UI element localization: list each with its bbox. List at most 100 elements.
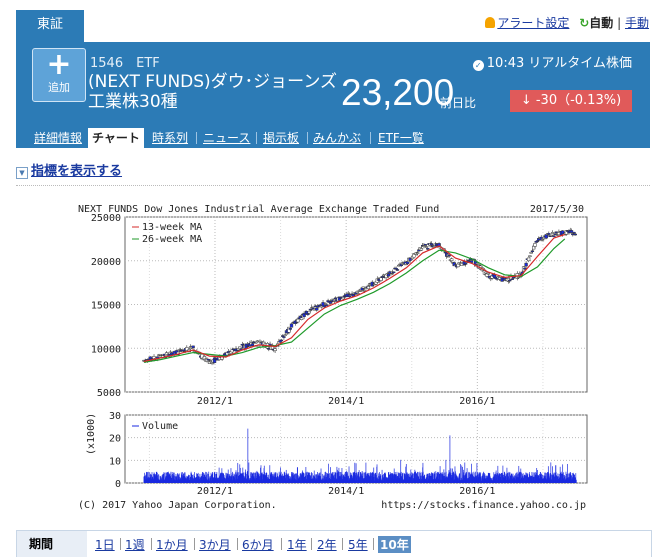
volume-tick-label: 20 bbox=[109, 434, 121, 445]
divider bbox=[16, 185, 650, 186]
candle bbox=[296, 318, 300, 323]
candle bbox=[288, 327, 292, 330]
candle bbox=[250, 343, 255, 346]
volume-tick-label: 30 bbox=[109, 411, 121, 422]
candle bbox=[322, 304, 326, 308]
candle bbox=[289, 323, 294, 328]
nav-separator bbox=[196, 132, 197, 144]
volume-legend-label: Volume bbox=[142, 421, 178, 432]
stock-price: 23,200 bbox=[341, 72, 455, 113]
candle bbox=[528, 255, 532, 257]
candle bbox=[325, 304, 329, 306]
x-tick-label: 2016/1 bbox=[459, 396, 495, 407]
candle bbox=[395, 269, 400, 271]
candle bbox=[191, 345, 195, 348]
candle bbox=[426, 248, 430, 250]
stock-type: ETF bbox=[136, 56, 160, 71]
price-tick-label: 20000 bbox=[91, 257, 121, 268]
add-portfolio-button[interactable]: + 追加 bbox=[32, 48, 86, 102]
expand-icon: ▼ bbox=[16, 167, 28, 179]
candle bbox=[510, 278, 514, 280]
top-links: アラート設定 ↻自動 | 手動 bbox=[485, 14, 649, 31]
candle bbox=[392, 271, 396, 274]
ma13-legend-label: 13-week MA bbox=[142, 222, 202, 233]
candle bbox=[533, 243, 537, 247]
candle bbox=[273, 348, 277, 351]
candle bbox=[526, 257, 531, 262]
period-label: 期間 bbox=[17, 531, 87, 557]
volume-x-tick-label: 2012/1 bbox=[197, 486, 233, 497]
chart-date: 2017/5/30 bbox=[530, 204, 584, 215]
period-1w[interactable]: 1週 bbox=[125, 538, 145, 552]
period-separator bbox=[151, 538, 152, 550]
nav-separator bbox=[256, 132, 257, 144]
candle bbox=[355, 291, 359, 294]
candle bbox=[424, 246, 429, 248]
tab-news[interactable]: ニュース bbox=[203, 131, 251, 145]
candle bbox=[282, 336, 286, 338]
candle bbox=[253, 342, 257, 344]
price-change-badge: ↓ -30（-0.13%) bbox=[510, 90, 632, 112]
show-indicators-link[interactable]: ▼ 指標を表示する bbox=[16, 160, 122, 179]
period-10y[interactable]: 10年 bbox=[378, 536, 411, 553]
tab-minkabu[interactable]: みんかぶ bbox=[313, 131, 362, 145]
period-2y[interactable]: 2年 bbox=[317, 538, 337, 552]
period-5y[interactable]: 5年 bbox=[348, 538, 368, 552]
candle bbox=[423, 243, 427, 246]
candle bbox=[299, 317, 304, 320]
refresh-icon: ↻ bbox=[579, 16, 590, 30]
candle bbox=[572, 231, 576, 234]
candle bbox=[552, 235, 556, 238]
x-tick-label: 2014/1 bbox=[328, 396, 364, 407]
tab-etf-list[interactable]: ETF一覧 bbox=[378, 131, 424, 145]
period-6m[interactable]: 6か月 bbox=[242, 538, 274, 552]
period-separator bbox=[237, 538, 238, 550]
period-1m[interactable]: 1か月 bbox=[156, 538, 188, 552]
clock-icon: ✓ bbox=[472, 60, 484, 71]
candle bbox=[573, 233, 577, 236]
candle bbox=[415, 252, 420, 254]
ma26-line bbox=[143, 238, 566, 363]
prev-day-label: 前日比 bbox=[440, 96, 477, 110]
candle bbox=[389, 273, 393, 276]
candle bbox=[549, 234, 553, 237]
period-3m[interactable]: 3か月 bbox=[199, 538, 231, 552]
candle bbox=[475, 263, 479, 265]
add-label: 追加 bbox=[48, 81, 70, 94]
candle bbox=[547, 233, 551, 235]
candle bbox=[550, 232, 555, 234]
bell-icon bbox=[485, 17, 496, 28]
candle bbox=[239, 348, 243, 350]
copyright: (C) 2017 Yahoo Japan Corporation. bbox=[78, 500, 277, 511]
volume-tick-label: 10 bbox=[109, 456, 121, 467]
candle bbox=[486, 272, 490, 275]
period-selector: 期間 1日 1週 1か月 3か月 6か月 1年 2年 5年 10年 bbox=[16, 530, 652, 557]
tab-timeseries[interactable]: 時系列 bbox=[152, 131, 189, 145]
market-tab[interactable]: 東証 bbox=[16, 10, 84, 44]
volume-tick-label: 0 bbox=[115, 479, 121, 490]
candle bbox=[307, 310, 311, 314]
alert-settings-link[interactable]: アラート設定 bbox=[497, 16, 570, 30]
candle bbox=[158, 354, 162, 356]
price-tick-label: 25000 bbox=[91, 213, 121, 224]
period-separator bbox=[342, 538, 343, 550]
period-separator bbox=[373, 538, 374, 550]
candle bbox=[447, 254, 451, 257]
period-separator bbox=[194, 538, 195, 550]
period-separator bbox=[311, 538, 312, 550]
tab-details[interactable]: 詳細情報 bbox=[34, 131, 83, 145]
period-1y[interactable]: 1年 bbox=[287, 538, 307, 552]
candle bbox=[386, 273, 391, 277]
price-tick-label: 15000 bbox=[91, 301, 121, 312]
period-1d[interactable]: 1日 bbox=[95, 538, 115, 552]
manual-refresh-link[interactable]: 手動 bbox=[624, 16, 649, 30]
down-arrow-icon: ↓ bbox=[520, 93, 536, 108]
auto-refresh-toggle[interactable]: 自動 bbox=[589, 16, 614, 30]
candle bbox=[450, 258, 454, 262]
tab-chart[interactable]: チャート bbox=[88, 128, 144, 148]
candle bbox=[523, 267, 527, 270]
x-tick-label: 2012/1 bbox=[197, 396, 233, 407]
plus-icon: + bbox=[46, 47, 72, 82]
tab-board[interactable]: 掲示板 bbox=[263, 131, 300, 145]
nav-separator bbox=[307, 132, 308, 144]
